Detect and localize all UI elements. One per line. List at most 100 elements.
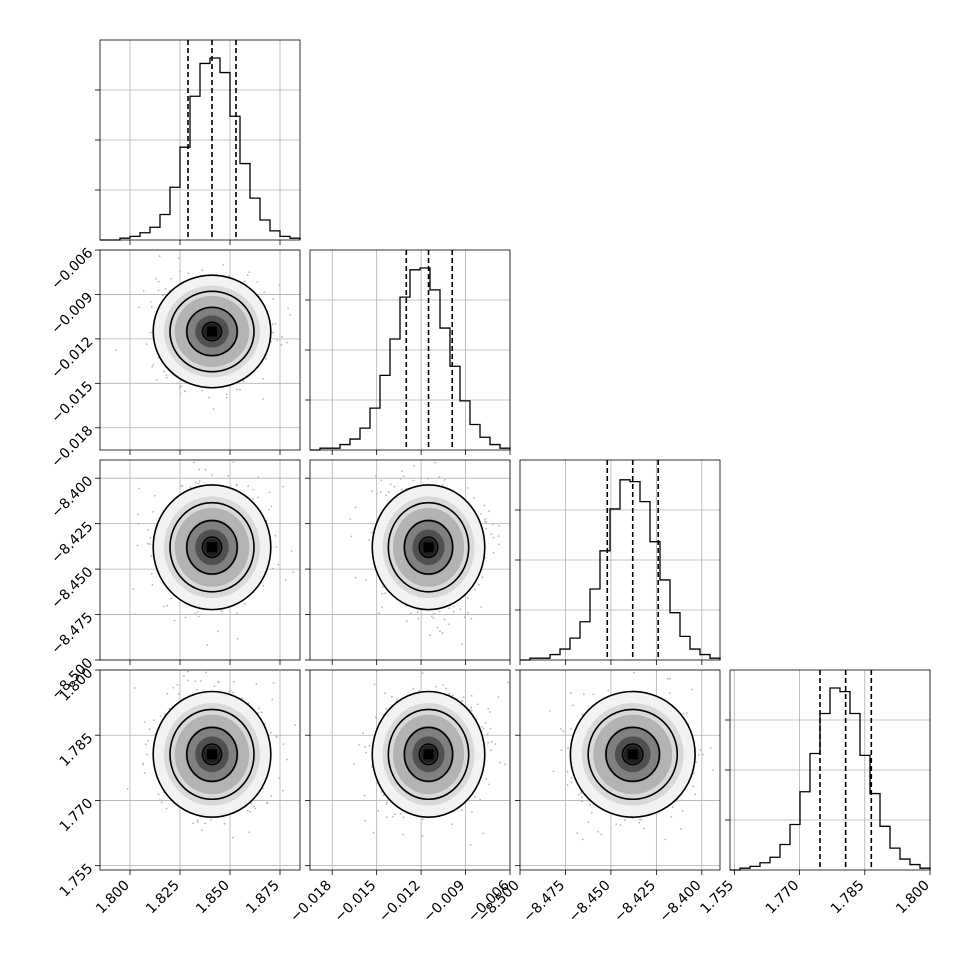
scatter-point <box>274 534 277 537</box>
scatter-point <box>562 730 565 733</box>
scatter-point <box>483 504 486 507</box>
scatter-point <box>492 551 495 554</box>
scatter-point <box>699 749 702 751</box>
scatter-point <box>194 612 197 615</box>
scatter-point <box>498 525 500 527</box>
scatter-point <box>725 782 727 784</box>
scatter-point <box>442 684 445 686</box>
scatter-point <box>256 281 259 283</box>
scatter-point <box>484 721 487 724</box>
scatter-point <box>438 476 441 478</box>
scatter-point <box>362 732 365 735</box>
scatter-point <box>249 811 252 813</box>
scatter-point <box>480 606 483 608</box>
scatter-point <box>158 255 161 258</box>
scatter-point <box>196 819 199 822</box>
scatter-point <box>197 482 200 485</box>
scatter-point <box>178 257 180 260</box>
scatter-point <box>354 506 357 509</box>
scatter-point <box>482 727 485 730</box>
scatter-point <box>560 749 563 751</box>
scatter-point <box>231 242 233 244</box>
scatter-point <box>252 488 255 491</box>
scatter-point <box>453 605 455 608</box>
scatter-point <box>581 796 583 799</box>
scatter-point <box>448 692 450 695</box>
scatter-point <box>159 799 161 801</box>
scatter-point <box>243 280 246 283</box>
scatter-point <box>408 643 410 645</box>
scatter-point <box>624 819 626 822</box>
y-tick-label: −8.475 <box>48 610 96 658</box>
contour-line-3 <box>621 743 644 766</box>
scatter-point <box>494 743 497 745</box>
scatter-point <box>257 496 259 499</box>
scatter-point <box>284 579 287 581</box>
contour-line-1 <box>169 290 255 373</box>
scatter-point <box>487 707 490 710</box>
scatter-point <box>194 680 197 682</box>
scatter-point <box>552 770 555 773</box>
scatter-point <box>462 696 465 699</box>
scatter-point <box>480 726 483 728</box>
scatter-point <box>198 468 201 471</box>
scatter-point <box>385 707 388 710</box>
panel-frame <box>99 669 301 871</box>
scatter-point <box>463 616 466 619</box>
scatter-point <box>151 365 154 368</box>
scatter-point <box>549 710 551 712</box>
histogram-0 <box>100 57 301 241</box>
scatter-point <box>277 563 280 566</box>
scatter-point <box>247 485 250 488</box>
scatter-point <box>204 822 207 825</box>
scatter-point <box>434 666 436 668</box>
scatter-point <box>173 619 176 622</box>
scatter-point <box>145 343 148 345</box>
scatter-point <box>430 615 433 618</box>
scatter-point <box>474 796 476 799</box>
scatter-point <box>712 769 714 771</box>
scatter-point <box>381 592 383 595</box>
scatter-point <box>271 698 274 701</box>
scatter-point <box>375 716 377 719</box>
scatter-point <box>236 388 238 391</box>
contour-line-1 <box>387 501 470 593</box>
scatter-point <box>566 784 569 786</box>
scatter-point <box>461 809 464 812</box>
x-tick-label: 1.785 <box>828 878 868 918</box>
scatter-point <box>262 398 264 400</box>
scatter-point <box>250 802 253 805</box>
scatter-point <box>498 543 500 546</box>
scatter-point <box>233 680 235 683</box>
y-tick-label: 1.785 <box>57 730 97 770</box>
scatter-point <box>252 246 254 248</box>
scatter-point <box>262 584 265 587</box>
scatter-point <box>236 612 238 615</box>
contour-line-1 <box>387 708 470 801</box>
y-tick-label: 1.755 <box>57 861 97 901</box>
scatter-point <box>467 611 470 614</box>
scatter-point <box>236 483 238 486</box>
scatter-point <box>165 376 168 379</box>
scatter-point <box>379 491 382 494</box>
scatter-point <box>239 388 241 391</box>
scatter-point <box>252 498 254 500</box>
panel-2-2 <box>515 459 721 665</box>
scatter-point <box>192 822 195 824</box>
scatter-point <box>213 685 216 688</box>
scatter-point <box>354 576 357 579</box>
scatter-point <box>246 274 249 277</box>
scatter-point <box>365 751 367 754</box>
contour-line-3 <box>201 743 223 766</box>
contour-line-3 <box>201 321 223 342</box>
scatter-point <box>350 535 353 538</box>
density-peak <box>627 749 638 760</box>
scatter-point <box>670 815 673 818</box>
scatter-point <box>270 795 272 797</box>
scatter-point <box>236 637 239 640</box>
scatter-point <box>272 298 274 300</box>
scatter-point <box>143 772 146 774</box>
scatter-point <box>364 746 367 748</box>
scatter-point <box>212 408 215 410</box>
scatter-point <box>697 754 700 756</box>
